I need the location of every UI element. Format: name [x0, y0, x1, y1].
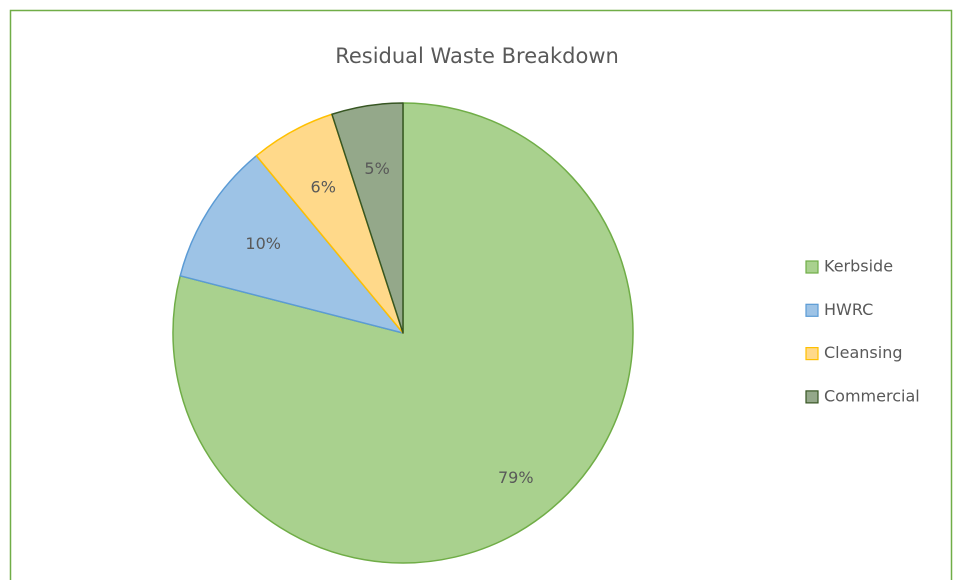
pie-slice [179, 155, 404, 334]
legend-swatch [805, 260, 819, 274]
chart-title: Residual Waste Breakdown [335, 44, 619, 68]
pie-slice [331, 102, 404, 334]
legend-label: Cleansing [824, 343, 902, 362]
data-label: 6% [311, 177, 336, 196]
data-label: 10% [245, 234, 281, 253]
data-label: 5% [364, 159, 389, 178]
legend-label: HWRC [824, 300, 873, 319]
legend-label: Kerbside [824, 257, 893, 276]
legend-swatch [805, 390, 819, 404]
legend-label: Commercial [824, 386, 920, 405]
legend-swatch [805, 303, 819, 317]
data-label: 79% [498, 468, 534, 487]
legend-swatch [805, 347, 819, 361]
